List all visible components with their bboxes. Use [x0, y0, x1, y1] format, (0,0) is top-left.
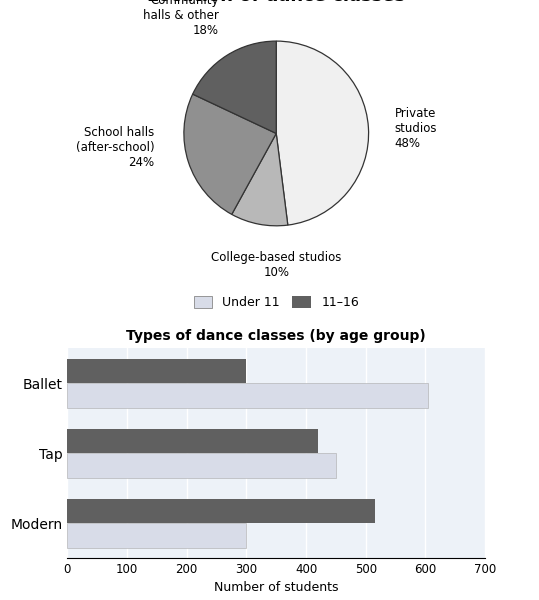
Wedge shape — [276, 41, 369, 225]
Bar — [67, 523, 246, 548]
Wedge shape — [232, 133, 288, 226]
Title: Location of dance classes: Location of dance classes — [147, 0, 405, 5]
Text: Private
studios
48%: Private studios 48% — [395, 107, 437, 151]
Bar — [67, 499, 375, 523]
Text: School halls
(after-school)
24%: School halls (after-school) 24% — [75, 126, 154, 169]
Bar — [67, 359, 246, 383]
X-axis label: Number of students: Number of students — [214, 581, 338, 595]
Title: Types of dance classes (by age group): Types of dance classes (by age group) — [126, 329, 426, 343]
Wedge shape — [184, 94, 277, 214]
Bar — [67, 428, 318, 453]
Bar — [67, 383, 429, 407]
Wedge shape — [192, 41, 277, 133]
Text: College-based studios
10%: College-based studios 10% — [211, 251, 341, 278]
Bar — [67, 453, 336, 478]
Legend: Under 11, 11–16: Under 11, 11–16 — [189, 292, 364, 314]
Text: Community
halls & other
18%: Community halls & other 18% — [143, 0, 219, 37]
